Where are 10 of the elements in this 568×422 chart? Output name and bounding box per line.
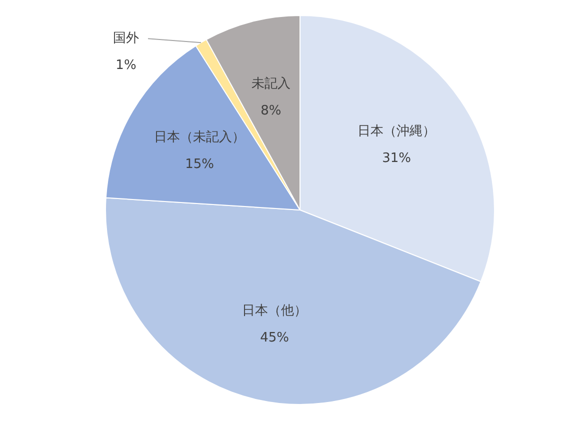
- data-label: 31%: [382, 150, 411, 166]
- data-label: 1%: [116, 58, 136, 73]
- data-label: 8%: [260, 103, 282, 118]
- data-label: 15%: [185, 156, 214, 172]
- slice-label: 日本（他）: [242, 303, 308, 318]
- slice-label: 未記入: [251, 76, 290, 92]
- slice-label: 日本（未記入）: [154, 130, 246, 145]
- data-label: 45%: [260, 330, 289, 346]
- slice-label: 国外: [112, 30, 139, 46]
- slice-label: 日本（沖縄）: [358, 124, 436, 139]
